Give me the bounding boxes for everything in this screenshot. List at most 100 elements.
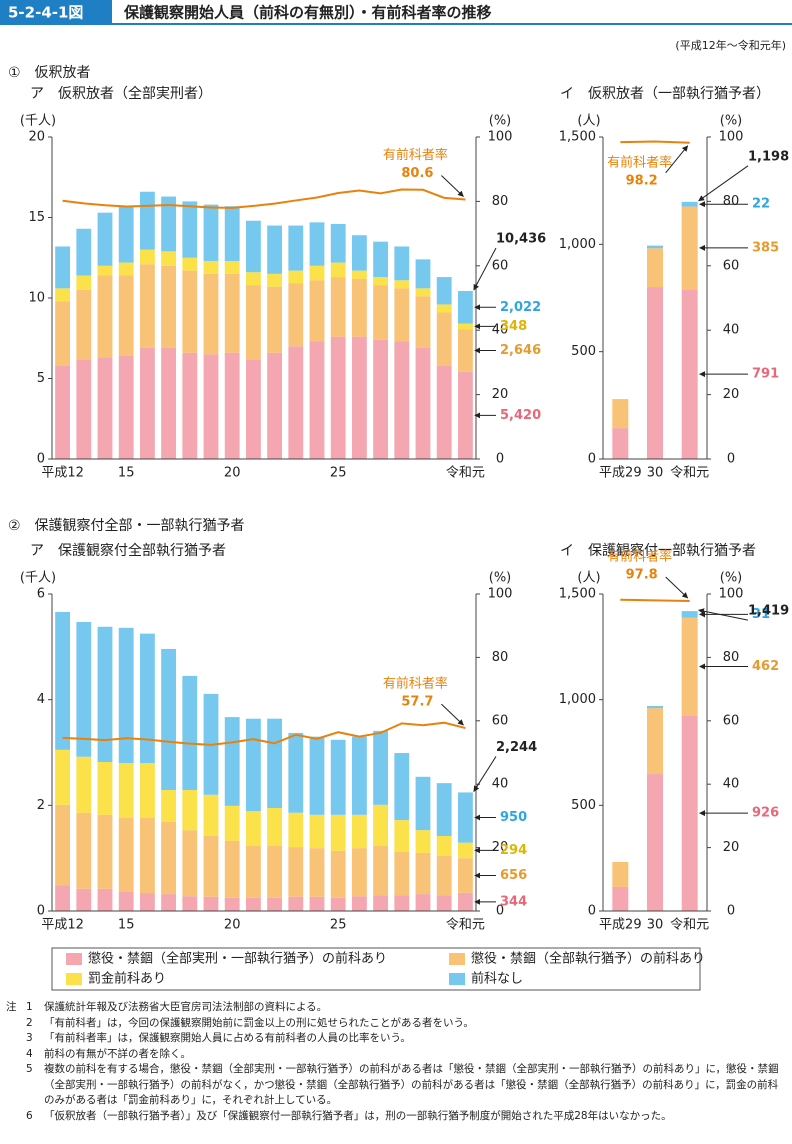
x-tick-label: 平成12 <box>41 466 84 481</box>
bar-segment <box>394 280 410 289</box>
bar-segment <box>118 275 134 356</box>
bar-segment <box>139 249 155 265</box>
y2-tick-label: 0 <box>727 452 735 467</box>
bar-segment <box>118 891 134 911</box>
bar-segment <box>330 739 346 815</box>
bar-segment <box>681 201 698 207</box>
legend-swatch <box>449 953 465 965</box>
bar-segment <box>373 277 389 286</box>
y-tick-label: 0 <box>37 452 45 467</box>
y-tick-label: 1,000 <box>559 692 596 707</box>
rate-arrow <box>665 145 689 174</box>
y2-tick-label: 40 <box>723 777 740 792</box>
legend-box <box>51 947 701 991</box>
bar-segment <box>612 861 629 887</box>
bar-segment <box>224 260 240 274</box>
bar-segment <box>436 856 452 896</box>
bar-segment <box>224 273 240 353</box>
note: 3 「有前科者率」は，保護観察開始人員に占める有前科者の人員の比率をいう。 <box>0 1031 788 1047</box>
bar-segment <box>394 820 410 852</box>
total-arrow <box>473 756 497 792</box>
bar-segment <box>118 262 134 276</box>
bar-segment <box>330 262 346 278</box>
note-number: 6 <box>26 1109 33 1122</box>
data-label: 5,420 <box>500 408 541 423</box>
bar-segment <box>394 753 410 821</box>
bar-segment <box>309 280 325 342</box>
note-number: 5 <box>26 1063 33 1075</box>
bar-segment <box>76 228 92 276</box>
bar-segment <box>267 807 283 847</box>
bar-segment <box>203 204 219 261</box>
bar-segment <box>681 611 698 618</box>
data-label: 791 <box>752 367 779 382</box>
y2-tick-label: 100 <box>719 130 744 145</box>
bar-segment <box>681 617 698 716</box>
bar-segment <box>139 191 155 250</box>
y-tick-label: 1,500 <box>559 130 596 145</box>
rate-arrow <box>665 576 689 599</box>
y-tick-label: 1,500 <box>559 587 596 602</box>
bar-segment <box>330 336 346 459</box>
bar-segment <box>182 201 198 258</box>
bar-segment <box>457 842 473 859</box>
y-tick-label: 1,000 <box>559 237 596 252</box>
bar-segment <box>351 336 367 459</box>
bar-segment <box>373 339 389 459</box>
bar-segment <box>309 736 325 815</box>
x-tick-label: 令和元 <box>670 466 709 481</box>
bar-segment <box>55 246 71 289</box>
y-axis-unit: (人) <box>577 114 600 129</box>
bar-segment <box>182 257 198 271</box>
bar-segment <box>161 265 177 348</box>
note-text: 複数の前科を有する場合，懲役・禁錮（全部実刑・一部執行猶予）の前科がある者は「懲… <box>44 1063 779 1106</box>
bar-segment <box>245 846 261 898</box>
bar-segment <box>55 885 71 911</box>
note: 注 1 保護統計年報及び法務省大臣官房司法法制部の資料による。 <box>0 1000 788 1016</box>
legend-label: 前科なし <box>471 971 523 987</box>
x-tick-label: 平成12 <box>41 918 84 933</box>
y-axis-unit: (人) <box>577 571 600 586</box>
total-label: 1,419 <box>748 604 789 619</box>
y2-tick-label: 80 <box>723 650 740 665</box>
total-label: 1,198 <box>748 149 789 164</box>
bar-segment <box>351 736 367 815</box>
bar-segment <box>203 896 219 911</box>
bar-segment <box>267 273 283 287</box>
bar-segment <box>224 352 240 459</box>
bar-segment <box>267 225 283 274</box>
note-number: 3 <box>26 1032 33 1044</box>
y2-axis-unit: (%) <box>489 571 512 586</box>
x-tick-label: 30 <box>647 918 664 933</box>
x-tick-label: 25 <box>330 466 347 481</box>
bar-segment <box>161 196 177 252</box>
x-tick-label: 令和元 <box>446 918 485 933</box>
notes-label: 注 <box>6 1001 17 1013</box>
y-axis-unit: (千人) <box>20 571 56 586</box>
data-label: 462 <box>752 659 779 674</box>
chart-title: ア 仮釈放者（全部実刑者） <box>30 85 212 102</box>
x-tick-label: 平成29 <box>599 918 642 933</box>
y-tick-label: 5 <box>37 371 45 386</box>
y2-tick-label: 60 <box>492 258 509 273</box>
legend-label: 懲役・禁錮（全部執行猶予）の前科あり <box>471 951 705 967</box>
bar-segment <box>55 749 71 805</box>
bar-segment <box>457 371 473 459</box>
x-tick-label: 25 <box>330 918 347 933</box>
bar-segment <box>224 805 240 841</box>
bar-segment <box>647 706 663 709</box>
bar-segment <box>436 277 452 305</box>
y2-tick-label: 80 <box>492 194 509 209</box>
x-tick-label: 令和元 <box>446 466 485 481</box>
bar-segment <box>161 251 177 266</box>
y-axis-unit: (千人) <box>20 114 56 129</box>
bar-segment <box>55 365 71 459</box>
rate-name: 有前科者率 <box>607 154 672 170</box>
bar-segment <box>330 277 346 337</box>
bar-segment <box>224 206 240 261</box>
bar-segment <box>288 225 304 271</box>
y-tick-label: 0 <box>588 452 596 467</box>
legend-label: 懲役・禁錮（全部実刑・一部執行猶予）の前科あり <box>88 951 387 967</box>
bar-segment <box>457 792 473 843</box>
bar-segment <box>267 718 283 808</box>
